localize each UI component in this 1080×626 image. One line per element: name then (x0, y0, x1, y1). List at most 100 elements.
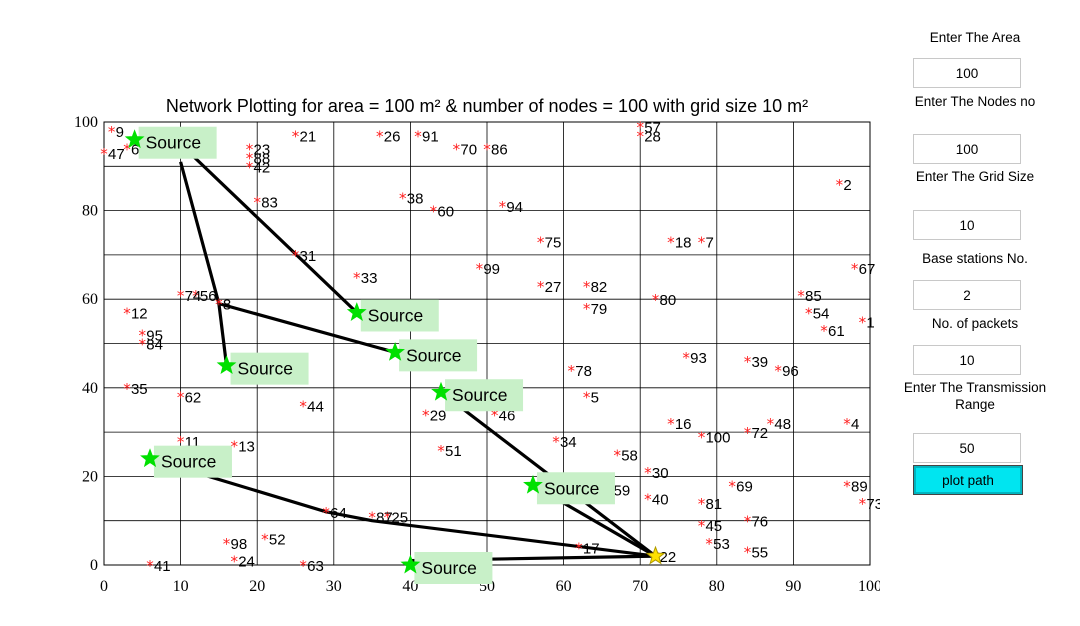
node-marker: * (575, 539, 583, 557)
node-marker: * (568, 362, 576, 380)
node-7: * 7 (698, 234, 714, 252)
node-label: 18 (675, 235, 692, 252)
node-label: 73 (866, 496, 880, 513)
node-80: * 80 (652, 291, 676, 309)
node-label: 95 (146, 328, 163, 345)
node-24: * 24 (230, 553, 254, 571)
node-83: * 83 (253, 194, 277, 212)
node-marker: * (698, 495, 706, 513)
node-marker: * (139, 327, 147, 345)
node-33: * 33 (353, 269, 377, 287)
node-marker: * (698, 429, 706, 447)
source-star (124, 129, 145, 149)
node-label: 89 (851, 478, 868, 495)
nodes-input[interactable] (913, 134, 1021, 164)
node-44: * 44 (299, 398, 323, 416)
grid-size-input[interactable] (913, 210, 1021, 240)
route-path (149, 457, 656, 558)
range-label-2: Range (955, 397, 995, 412)
x-tick-label: 70 (632, 578, 648, 595)
node-marker: * (430, 203, 438, 221)
source-star (216, 355, 237, 375)
node-41: * 41 (146, 557, 170, 575)
area-input[interactable] (913, 58, 1021, 88)
node-label: 48 (774, 416, 791, 433)
node-marker: * (667, 234, 675, 252)
node-marker: * (552, 433, 560, 451)
source-box (399, 339, 478, 372)
node-marker: * (299, 557, 307, 575)
node-marker: * (177, 433, 185, 451)
node-marker: * (230, 437, 238, 455)
source-2: Source (346, 299, 439, 332)
node-marker: * (476, 260, 484, 278)
y-tick-label: 80 (82, 203, 98, 220)
node-38: * 38 (399, 189, 423, 207)
node-27: * 27 (537, 278, 561, 296)
node-marker: * (491, 406, 499, 424)
node-28: * 28 (636, 127, 660, 145)
network-plot: Network Plotting for area = 100 m² & num… (74, 96, 880, 595)
plot-path-button[interactable]: plot path (913, 465, 1023, 495)
node-label: 54 (813, 305, 830, 322)
node-marker: * (682, 349, 690, 367)
range-input[interactable] (913, 433, 1021, 463)
node-63: * 63 (299, 557, 323, 575)
source-6: Source (140, 445, 232, 478)
node-9: * 9 (108, 123, 124, 141)
node-marker: * (246, 158, 254, 176)
node-52: * 52 (261, 530, 285, 548)
node-56: * 56 (192, 287, 216, 305)
source-box (153, 445, 232, 478)
node-marker: * (744, 544, 752, 562)
node-54: * 54 (805, 304, 829, 322)
source-label: Source (452, 385, 507, 405)
node-label: 25 (391, 509, 408, 526)
node-label: 2 (843, 177, 851, 194)
node-marker: * (123, 304, 131, 322)
node-marker: * (805, 304, 813, 322)
node-label: 33 (361, 270, 378, 287)
node-55: * 55 (744, 544, 768, 562)
node-label: 60 (437, 204, 454, 221)
node-82: * 82 (583, 278, 607, 296)
node-label: 1 (866, 314, 874, 331)
node-87: * 87 (368, 508, 392, 526)
node-label: 57 (644, 119, 661, 136)
node-label: 47 (108, 146, 125, 163)
node-marker: * (652, 291, 660, 309)
node-89: * 89 (843, 477, 867, 495)
node-label: 55 (751, 545, 768, 562)
y-tick-label: 60 (82, 291, 98, 308)
y-tick-label: 100 (74, 114, 98, 131)
node-label: 80 (660, 292, 677, 309)
node-95: * 95 (139, 327, 163, 345)
node-marker: * (728, 477, 736, 495)
node-marker: * (859, 313, 867, 331)
node-marker: * (698, 517, 706, 535)
source-box (360, 299, 439, 332)
node-marker: * (644, 491, 652, 509)
node-100: * 100 (698, 429, 731, 447)
node-label: 16 (675, 416, 692, 433)
node-marker: * (177, 389, 185, 407)
node-marker: * (223, 535, 231, 553)
node-5: * 5 (583, 389, 599, 407)
node-marker: * (499, 198, 507, 216)
node-label: 9 (116, 124, 124, 141)
node-marker: * (667, 415, 675, 433)
x-tick-label: 30 (326, 578, 342, 595)
packets-input[interactable] (913, 345, 1021, 375)
node-label: 40 (652, 492, 669, 509)
node-marker: * (537, 234, 545, 252)
source-7: Source (523, 472, 615, 505)
x-tick-label: 60 (556, 578, 572, 595)
node-marker: * (836, 176, 844, 194)
base-stations-input[interactable] (913, 280, 1021, 310)
node-18: * 18 (667, 234, 691, 252)
node-53: * 53 (705, 535, 729, 553)
sink-star (645, 545, 666, 565)
sources: Source Source Source Source Source Source Sour… (124, 126, 615, 584)
node-label: 79 (591, 301, 608, 318)
node-label: 78 (575, 363, 592, 380)
